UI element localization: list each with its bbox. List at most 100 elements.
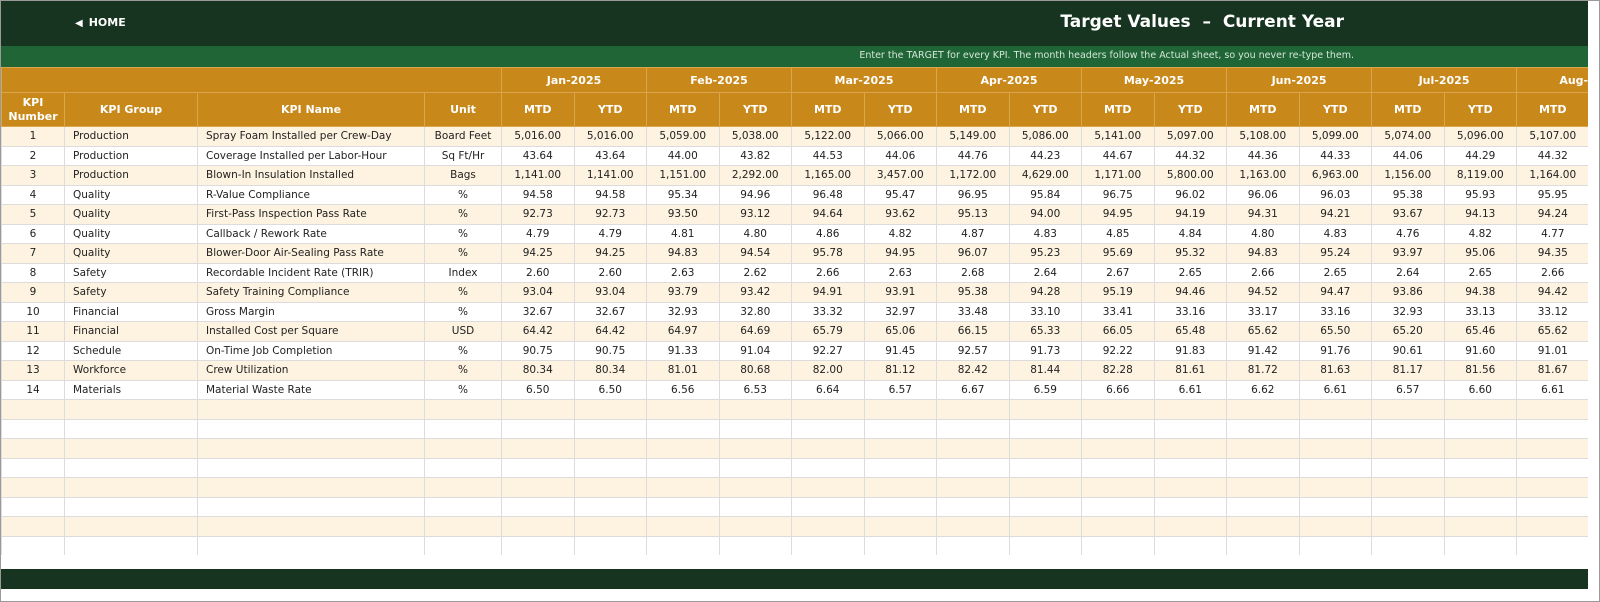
empty-cell — [1226, 457, 1300, 478]
cell: 96.03 — [1298, 184, 1373, 205]
empty-cell — [1516, 438, 1588, 459]
empty-cell — [1516, 418, 1588, 439]
cell: 6.61 — [1153, 379, 1228, 400]
empty-cell — [1153, 496, 1228, 517]
empty-cell — [1371, 496, 1445, 517]
home-button[interactable]: ◀ HOME — [75, 16, 126, 29]
empty-cell — [1153, 418, 1228, 439]
cell: 6,963.00 — [1298, 165, 1373, 186]
cell: 44.32 — [1516, 145, 1588, 166]
cell: 6.57 — [1371, 379, 1445, 400]
note-bar: Enter the TARGET for every KPI. The mont… — [1, 46, 1588, 67]
empty-cell — [64, 438, 198, 459]
cell: 4.80 — [1226, 223, 1300, 244]
empty-cell — [1, 399, 65, 420]
cell: 80.34 — [573, 360, 647, 381]
empty-cell — [64, 477, 198, 498]
empty-cell — [1226, 496, 1300, 517]
cell: 32.97 — [863, 301, 938, 322]
empty-cell — [501, 399, 575, 420]
empty-row — [1, 438, 1588, 459]
empty-cell — [1371, 535, 1445, 555]
cell: 2.60 — [573, 262, 647, 283]
cell: 32.93 — [1371, 301, 1445, 322]
cell: 65.06 — [863, 321, 938, 342]
sub-header: MTD — [1081, 92, 1155, 127]
cell: Sq Ft/Hr — [424, 145, 502, 166]
cell: 94.13 — [1443, 204, 1518, 225]
cell: Blown-In Insulation Installed — [197, 165, 425, 186]
cell: Gross Margin — [197, 301, 425, 322]
cell: R-Value Compliance — [197, 184, 425, 205]
cell: 5,096.00 — [1443, 126, 1518, 147]
cell: 44.53 — [791, 145, 865, 166]
empty-cell — [197, 477, 425, 498]
cell: 66.05 — [1081, 321, 1155, 342]
cell: 44.06 — [1371, 145, 1445, 166]
empty-cell — [1, 516, 65, 537]
empty-cell — [1226, 399, 1300, 420]
kpi-row: 5 Quality First-Pass Inspection Pass Rate%… — [1, 204, 1588, 225]
home-label: HOME — [88, 16, 126, 29]
cell: 33.13 — [1443, 301, 1518, 322]
cell: 93.91 — [863, 282, 938, 303]
empty-cell — [791, 535, 865, 555]
cell: 93.67 — [1371, 204, 1445, 225]
cell: 4.85 — [1081, 223, 1155, 244]
cell: 94.28 — [1008, 282, 1083, 303]
cell: % — [424, 360, 502, 381]
month-header-row: Jan-2025 Feb-2025 Mar-2025 Apr-2025 May-2025… — [1, 67, 1588, 93]
top-bar: ◀ HOME Target Values – Current Year — [1, 1, 1588, 46]
cell: 81.01 — [646, 360, 720, 381]
cell: 33.17 — [1226, 301, 1300, 322]
column-header: KPI Group — [64, 92, 198, 127]
empty-cell — [791, 477, 865, 498]
cell: 96.06 — [1226, 184, 1300, 205]
month-header: Jul-2025 — [1371, 67, 1518, 93]
cell: 5,066.00 — [863, 126, 938, 147]
empty-cell — [501, 418, 575, 439]
cell: 93.50 — [646, 204, 720, 225]
empty-cell — [1008, 477, 1083, 498]
cell: 94.25 — [501, 243, 575, 264]
empty-cell — [936, 516, 1010, 537]
cell: 2.66 — [1516, 262, 1588, 283]
cell: 8 — [1, 262, 65, 283]
cell: 6.67 — [936, 379, 1010, 400]
cell: 81.44 — [1008, 360, 1083, 381]
empty-cell — [1371, 418, 1445, 439]
empty-cell — [1443, 438, 1518, 459]
empty-cell — [1153, 457, 1228, 478]
cell: 5,038.00 — [718, 126, 792, 147]
cell: 2.66 — [1226, 262, 1300, 283]
cell: % — [424, 243, 502, 264]
cell: 4.87 — [936, 223, 1010, 244]
cell: Materials — [64, 379, 198, 400]
empty-cell — [1298, 399, 1373, 420]
cell: 94.64 — [791, 204, 865, 225]
cell: Board Feet — [424, 126, 502, 147]
cell: 6.53 — [718, 379, 792, 400]
cell: 94.54 — [718, 243, 792, 264]
empty-cell — [1008, 438, 1083, 459]
empty-cell — [1298, 496, 1373, 517]
empty-cell — [791, 438, 865, 459]
cell: 6 — [1, 223, 65, 244]
cell: 81.17 — [1371, 360, 1445, 381]
empty-cell — [863, 457, 938, 478]
empty-cell — [1, 535, 65, 555]
kpi-row: 1 Production Spray Foam Installed per Crew… — [1, 126, 1588, 147]
cell: 82.28 — [1081, 360, 1155, 381]
cell: 94.00 — [1008, 204, 1083, 225]
cell: 6.61 — [1298, 379, 1373, 400]
cell: 4,629.00 — [1008, 165, 1083, 186]
cell: 4.76 — [1371, 223, 1445, 244]
cell: 4.81 — [646, 223, 720, 244]
cell: 90.61 — [1371, 340, 1445, 361]
cell: 94.25 — [573, 243, 647, 264]
empty-cell — [1443, 477, 1518, 498]
empty-cell — [197, 418, 425, 439]
empty-cell — [863, 496, 938, 517]
empty-cell — [1081, 477, 1155, 498]
empty-cell — [1298, 418, 1373, 439]
